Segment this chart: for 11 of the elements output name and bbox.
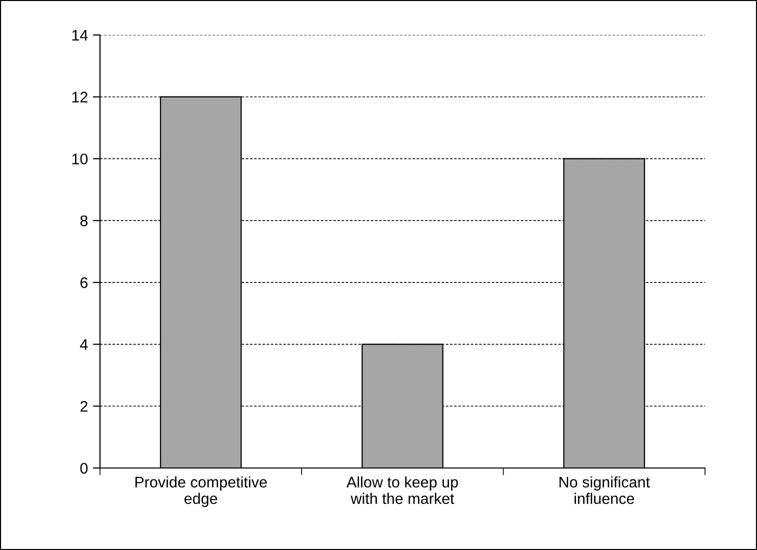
y-tick-label: 6 [80,277,88,288]
y-tick-label: 8 [80,215,88,226]
y-tick-label: 14 [72,30,88,41]
y-tick-label: 2 [80,401,88,412]
x-tick-label: No significant influence [560,476,650,504]
y-tick-label: 10 [72,154,88,164]
y-tick-label: 0 [80,462,88,474]
x-tick-label: Allow to keep up with the market [346,476,458,504]
y-tick-label: 4 [80,339,88,350]
x-tick-label: Provide competitive edge [135,476,267,508]
y-tick-label: 12 [72,92,88,102]
